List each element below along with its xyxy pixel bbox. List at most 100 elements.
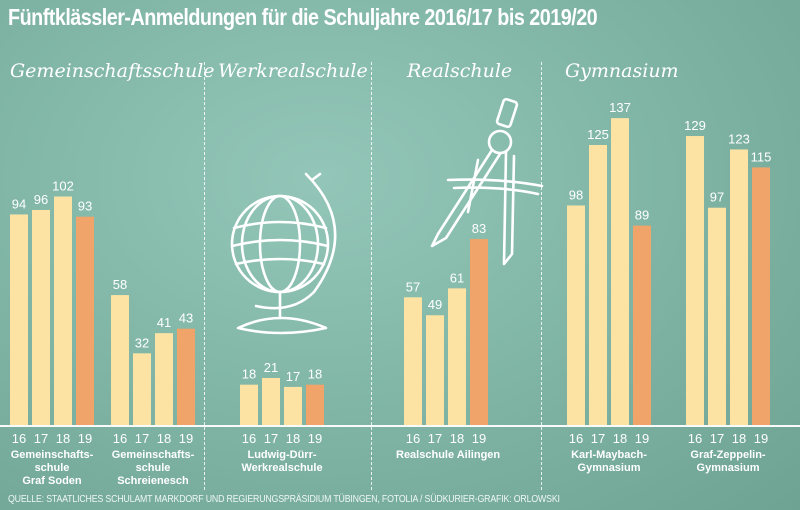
tick-label: 16 bbox=[569, 431, 583, 446]
tick-label: 19 bbox=[179, 431, 193, 446]
tick-label: 16 bbox=[113, 431, 127, 446]
data-label: 97 bbox=[710, 190, 724, 205]
data-label: 129 bbox=[684, 118, 706, 133]
school-name-line: Gemeinschafts- bbox=[111, 449, 195, 461]
tick-label: 18 bbox=[450, 431, 464, 446]
data-label: 21 bbox=[264, 360, 278, 375]
bar-16 bbox=[686, 136, 704, 426]
bar-17 bbox=[708, 207, 726, 425]
chart-title: Fünftklässler-Anmeldungen für die Schulj… bbox=[8, 4, 598, 30]
globe-drawing bbox=[230, 172, 337, 335]
bar-17 bbox=[133, 353, 151, 425]
tick-label: 17 bbox=[34, 431, 48, 446]
tick-label: 17 bbox=[264, 431, 278, 446]
tick-label: 17 bbox=[428, 431, 442, 446]
bar-18 bbox=[448, 288, 466, 425]
data-label: 93 bbox=[78, 199, 92, 214]
tick-label: 16 bbox=[12, 431, 26, 446]
bar-18 bbox=[611, 118, 629, 426]
baseline bbox=[0, 425, 800, 427]
tick-label: 19 bbox=[472, 431, 486, 446]
tick-label: 16 bbox=[242, 431, 256, 446]
category-label-gymnasium: Gymnasium bbox=[565, 60, 679, 82]
school-name-line: Schreienesch bbox=[117, 475, 189, 487]
school-name-line: Realschule Ailingen bbox=[396, 449, 501, 461]
data-label: 89 bbox=[635, 208, 649, 223]
category-divider bbox=[371, 62, 372, 490]
tick-label: 17 bbox=[591, 431, 605, 446]
data-label: 83 bbox=[472, 221, 486, 236]
bar-18 bbox=[54, 196, 72, 425]
data-label: 57 bbox=[406, 279, 420, 294]
tick-label: 18 bbox=[286, 431, 300, 446]
school-name: Gemeinschafts-schule Graf Soden bbox=[2, 449, 102, 488]
bar-16 bbox=[10, 214, 28, 425]
bar-18 bbox=[730, 149, 748, 426]
tick-label: 19 bbox=[308, 431, 322, 446]
school-name-line: schule bbox=[34, 462, 70, 474]
bar-18 bbox=[284, 386, 302, 425]
data-label: 102 bbox=[52, 179, 74, 194]
data-label: 137 bbox=[609, 100, 631, 115]
data-label: 49 bbox=[428, 297, 442, 312]
bar-19 bbox=[752, 167, 770, 425]
bar-17 bbox=[426, 315, 444, 425]
category-divider bbox=[541, 62, 542, 490]
source-note: QUELLE: STAATLICHES SCHULAMT MARKDORF UN… bbox=[8, 494, 560, 505]
bar-16 bbox=[567, 205, 585, 425]
data-label: 32 bbox=[135, 335, 149, 350]
compass-drawing bbox=[430, 97, 544, 266]
bar-16 bbox=[404, 297, 422, 425]
data-label: 61 bbox=[450, 270, 464, 285]
tick-label: 16 bbox=[688, 431, 702, 446]
data-label: 94 bbox=[12, 196, 26, 211]
tick-label: 18 bbox=[732, 431, 746, 446]
tick-label: 17 bbox=[135, 431, 149, 446]
bar-17 bbox=[32, 209, 50, 425]
data-label: 123 bbox=[728, 131, 750, 146]
school-name-line: schule bbox=[135, 462, 171, 474]
data-label: 43 bbox=[179, 311, 193, 326]
bar-17 bbox=[262, 377, 280, 425]
data-label: 58 bbox=[113, 277, 127, 292]
data-label: 41 bbox=[157, 315, 171, 330]
category-label-werkrealschule: Werkrealschule bbox=[218, 60, 368, 82]
school-name-line: Karl-Maybach- bbox=[571, 449, 647, 461]
tick-label: 19 bbox=[78, 431, 92, 446]
school-name-line: Gymnasium bbox=[577, 462, 641, 474]
school-name-line: Werkrealschule bbox=[241, 462, 323, 474]
school-name: Realschule Ailingen bbox=[396, 449, 501, 462]
bar-18 bbox=[155, 333, 173, 425]
category-label-gemeinschaftsschule: Gemeinschaftsschule bbox=[10, 60, 215, 82]
school-name: Gemeinschafts-schule Schreienesch bbox=[103, 449, 203, 488]
bar-16 bbox=[111, 295, 129, 425]
data-label: 18 bbox=[242, 367, 256, 382]
category-divider bbox=[204, 62, 205, 490]
school-name-line: Graf Soden bbox=[22, 475, 82, 487]
tick-label: 19 bbox=[635, 431, 649, 446]
bar-17 bbox=[589, 145, 607, 425]
bar-19 bbox=[470, 239, 488, 425]
data-label: 17 bbox=[286, 369, 300, 384]
data-label: 115 bbox=[751, 149, 772, 164]
category-label-realschule: Realschule bbox=[407, 60, 513, 82]
school-name: Karl-Maybach- Gymnasium bbox=[559, 449, 659, 475]
data-label: 96 bbox=[34, 192, 48, 207]
school-name-line: Gemeinschafts- bbox=[10, 449, 94, 461]
bar-19 bbox=[306, 384, 324, 425]
school-name-line: Graf-Zeppelin- bbox=[690, 449, 766, 461]
bar-19 bbox=[633, 225, 651, 425]
tick-label: 18 bbox=[56, 431, 70, 446]
data-label: 18 bbox=[308, 367, 322, 382]
tick-label: 17 bbox=[710, 431, 724, 446]
bar-16 bbox=[240, 384, 258, 425]
bar-19 bbox=[177, 328, 195, 425]
school-name-line: Ludwig-Dürr- bbox=[247, 449, 317, 461]
bar-19 bbox=[76, 216, 94, 425]
data-label: 98 bbox=[569, 187, 583, 202]
data-label: 125 bbox=[587, 127, 609, 142]
school-name: Ludwig-Dürr- Werkrealschule bbox=[232, 449, 332, 475]
school-name-line: Gymnasium bbox=[696, 462, 760, 474]
school-name: Graf-Zeppelin- Gymnasium bbox=[678, 449, 778, 475]
